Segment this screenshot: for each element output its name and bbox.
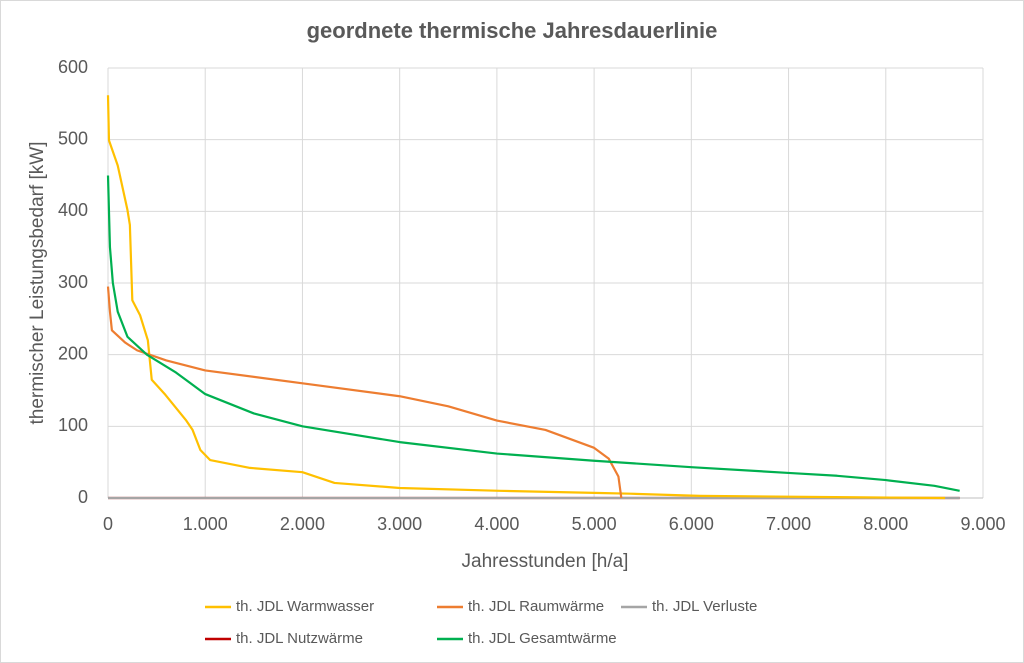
y-tick-label: 500 [58, 128, 88, 148]
y-tick-label: 600 [58, 57, 88, 77]
x-tick-label: 4.000 [474, 514, 519, 534]
legend-label: th. JDL Gesamtwärme [468, 630, 617, 647]
y-tick-label: 100 [58, 415, 88, 435]
chart-title: geordnete thermische Jahresdauerlinie [307, 18, 718, 43]
x-tick-label: 0 [103, 514, 113, 534]
legend-label: th. JDL Raumwärme [468, 598, 604, 615]
series-line [106, 175, 960, 492]
y-tick-label: 0 [78, 487, 88, 507]
x-tick-label: 2.000 [280, 514, 325, 534]
y-tick-label: 400 [58, 200, 88, 220]
legend-label: th. JDL Nutzwärme [236, 630, 363, 647]
x-axis-label: Jahresstunden [h/a] [462, 551, 629, 572]
series-line [106, 286, 623, 499]
x-tick-label: 7.000 [766, 514, 811, 534]
x-tick-label: 3.000 [377, 514, 422, 534]
x-tick-label: 8.000 [863, 514, 908, 534]
x-tick-label: 9.000 [960, 514, 1005, 534]
y-axis-label: thermischer Leistungsbedarf [kW] [27, 141, 48, 424]
y-tick-label: 200 [58, 343, 88, 363]
series-line [106, 95, 946, 500]
legend-label: th. JDL Verluste [652, 598, 757, 615]
x-tick-label: 6.000 [669, 514, 714, 534]
legend-label: th. JDL Warmwasser [236, 598, 374, 615]
x-tick-label: 1.000 [183, 514, 228, 534]
x-tick-label: 5.000 [572, 514, 617, 534]
y-tick-label: 300 [58, 272, 88, 292]
